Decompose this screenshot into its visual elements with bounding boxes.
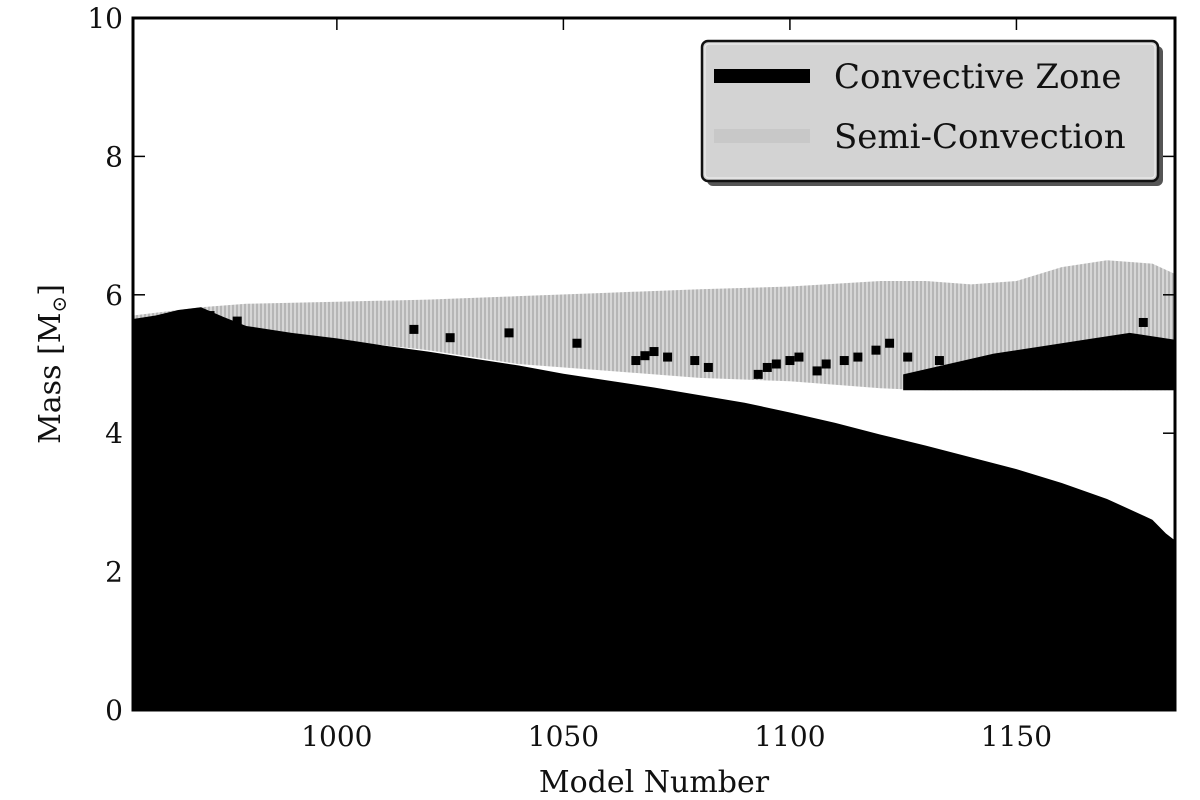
y-tick-label: 10 xyxy=(87,2,123,35)
x-tick-label: 1000 xyxy=(301,720,372,753)
convective-point xyxy=(771,359,781,369)
y-tick-label: 0 xyxy=(105,694,123,727)
convective-point xyxy=(631,356,641,366)
convective-point xyxy=(753,369,763,379)
series-semi-convection-area xyxy=(133,260,1175,391)
axis-labels: Model Number Mass [M⊙] xyxy=(33,284,770,800)
y-axis-label: Mass [M⊙] xyxy=(33,284,71,444)
convective-point xyxy=(853,352,863,362)
convective-point xyxy=(703,362,713,372)
convective-point xyxy=(1138,317,1148,327)
y-axis-label-main: Mass [M xyxy=(33,313,68,444)
convective-point xyxy=(934,356,944,366)
legend-box xyxy=(700,39,1160,183)
convective-point xyxy=(821,359,831,369)
convective-point xyxy=(690,356,700,366)
convective-point xyxy=(640,351,650,361)
convective-point xyxy=(445,333,455,343)
convective-point xyxy=(871,345,881,355)
legend-label: Semi-Convection xyxy=(834,117,1126,157)
legend-swatch xyxy=(714,129,810,143)
series-outer-convective-zone-area xyxy=(903,332,1175,391)
y-tick-label: 2 xyxy=(105,556,123,589)
y-axis-label-close: ] xyxy=(33,284,68,296)
convective-point xyxy=(785,356,795,366)
plot-content xyxy=(133,260,1175,710)
plot-frame xyxy=(131,16,1177,712)
x-tick-label: 1050 xyxy=(528,720,599,753)
y-tick-label: 6 xyxy=(105,279,123,312)
convective-point xyxy=(205,311,215,321)
legend: Convective Zone Semi-Convection xyxy=(700,39,1163,186)
convective-point xyxy=(903,352,913,362)
series-convective-zone-area xyxy=(133,307,1175,710)
y-tick-label: 8 xyxy=(105,140,123,173)
convective-point xyxy=(812,366,822,376)
y-tick-label: 4 xyxy=(105,417,123,450)
convective-point xyxy=(885,338,895,348)
convective-point xyxy=(663,352,673,362)
convective-point xyxy=(839,356,849,366)
convective-point xyxy=(649,347,659,357)
convective-point xyxy=(232,316,242,326)
plot-border xyxy=(131,16,1177,712)
convective-point xyxy=(409,324,419,334)
convective-point xyxy=(762,362,772,372)
legend-inner-border xyxy=(704,43,1156,179)
convective-point xyxy=(794,352,804,362)
ticks: 1000 1050 1100 1150 0 2 4 6 8 10 xyxy=(87,2,1175,753)
y-axis-label-subscript: ⊙ xyxy=(47,296,71,313)
x-axis-label: Model Number xyxy=(539,765,770,800)
convective-point xyxy=(572,338,582,348)
convective-point xyxy=(504,328,514,338)
x-tick-label: 1100 xyxy=(754,720,825,753)
legend-label: Convective Zone xyxy=(834,57,1122,97)
x-tick-label: 1150 xyxy=(981,720,1052,753)
legend-swatch xyxy=(714,69,810,83)
